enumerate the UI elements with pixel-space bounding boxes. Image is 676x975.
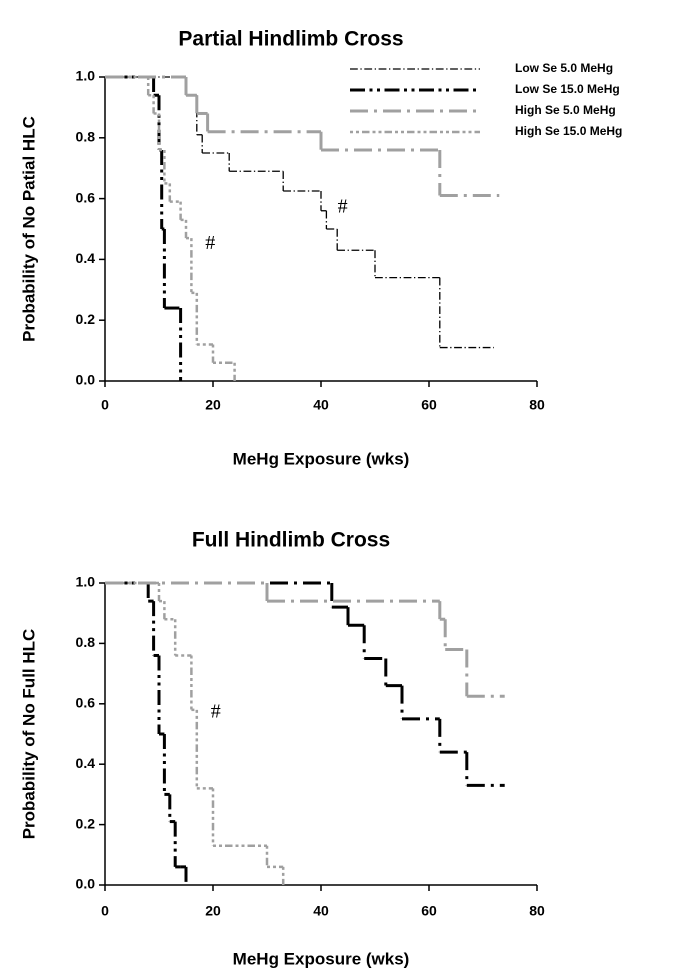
x-tick-label: 60	[421, 903, 437, 919]
y-tick-label: 1.0	[76, 68, 96, 84]
y-tick-label: 0.8	[76, 129, 96, 145]
annotation: #	[338, 195, 348, 217]
annotation: #	[211, 700, 221, 722]
chart-title: Partial Hindlimb Cross	[178, 28, 403, 51]
x-tick-label: 40	[313, 903, 329, 919]
annotation: #	[205, 232, 215, 254]
x-tick-label: 80	[529, 397, 545, 413]
y-tick-label: 0.4	[76, 250, 96, 266]
x-axis-label: MeHg Exposure (wks)	[233, 949, 410, 968]
y-tick-label: 0.8	[76, 634, 96, 650]
y-tick-label: 0.0	[76, 372, 96, 388]
x-tick-label: 0	[101, 397, 109, 413]
y-axis-label: Probability of No Full HLC	[19, 629, 38, 840]
y-axis-label: Probability of No Patial HLC	[19, 116, 38, 342]
x-tick-label: 20	[205, 397, 221, 413]
x-tick-label: 60	[421, 397, 437, 413]
x-tick-label: 20	[205, 903, 221, 919]
x-tick-label: 80	[529, 903, 545, 919]
legend-label: High Se 15.0 MeHg	[515, 124, 622, 138]
x-tick-label: 40	[313, 397, 329, 413]
chart-title: Full Hindlimb Cross	[192, 529, 390, 552]
legend-label: Low Se 5.0 MeHg	[515, 61, 613, 75]
y-tick-label: 0.6	[76, 189, 96, 205]
y-tick-label: 0.4	[76, 755, 96, 771]
x-tick-label: 0	[101, 903, 109, 919]
y-tick-label: 0.0	[76, 876, 96, 892]
y-tick-label: 0.2	[76, 311, 96, 327]
y-tick-label: 1.0	[76, 574, 96, 590]
legend-label: Low Se 15.0 MeHg	[515, 82, 620, 96]
legend-label: High Se 5.0 MeHg	[515, 103, 616, 117]
y-tick-label: 0.2	[76, 815, 96, 831]
x-axis-label: MeHg Exposure (wks)	[233, 449, 410, 468]
y-tick-label: 0.6	[76, 695, 96, 711]
